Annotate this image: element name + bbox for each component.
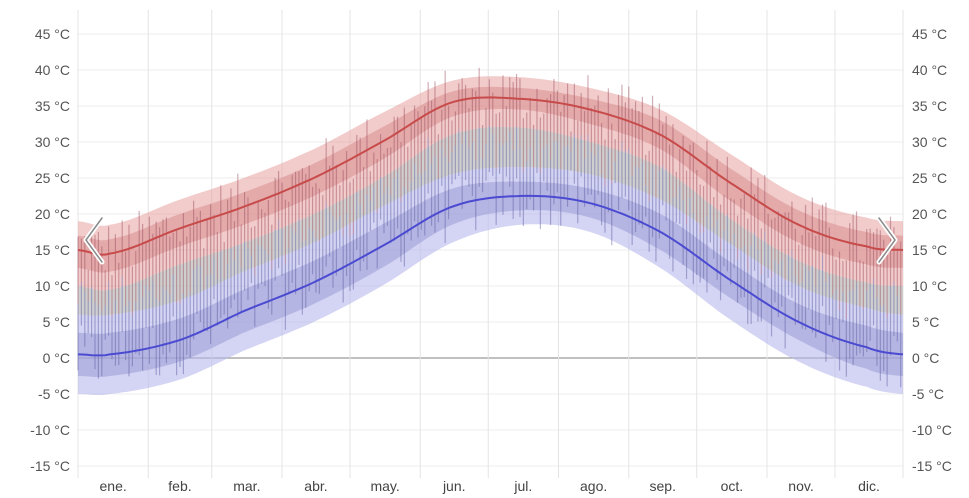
- month-label: may.: [370, 478, 399, 494]
- month-label: ago.: [580, 478, 607, 494]
- y-tick-label-left: 10 °C: [35, 278, 70, 294]
- y-tick-label-right: 35 °C: [912, 98, 947, 114]
- y-tick-label-right: 30 °C: [912, 134, 947, 150]
- high-inner-band: [78, 86, 903, 273]
- prev-button[interactable]: [83, 215, 105, 265]
- y-tick-label-right: 45 °C: [912, 26, 947, 42]
- average-high-line: [77, 96, 904, 256]
- y-tick-label-left: -15 °C: [30, 458, 70, 474]
- y-tick-label-right: 25 °C: [912, 170, 947, 186]
- chevron-right-outline: [878, 217, 896, 263]
- y-tick-label-right: -5 °C: [912, 386, 944, 402]
- y-tick-label-left: 35 °C: [35, 98, 70, 114]
- chart-navigation: [83, 215, 898, 265]
- low-outer-band: [78, 167, 903, 395]
- daily-observations: [77, 67, 902, 388]
- y-axis-right: -15 °C -10 °C -5 °C 0 °C 5 °C 10 °C 15 °C 20 °C…: [912, 26, 952, 474]
- month-label: nov.: [788, 478, 813, 494]
- month-label: abr.: [304, 478, 327, 494]
- y-tick-label-left: 5 °C: [43, 314, 70, 330]
- middle-band: [78, 127, 903, 316]
- temperature-bands: [78, 76, 903, 395]
- next-button[interactable]: [876, 215, 898, 265]
- y-tick-label-right: 0 °C: [912, 350, 939, 366]
- month-label: sep.: [650, 478, 676, 494]
- y-tick-label-left: 20 °C: [35, 206, 70, 222]
- y-tick-label-right: -10 °C: [912, 422, 952, 438]
- y-tick-label-right: 15 °C: [912, 242, 947, 258]
- y-tick-label-left: 40 °C: [35, 62, 70, 78]
- y-tick-label-left: 15 °C: [35, 242, 70, 258]
- y-axis-left: -15 °C -10 °C -5 °C 0 °C 5 °C 10 °C 15 °C 20 °C…: [30, 26, 70, 474]
- month-label: feb.: [168, 478, 191, 494]
- y-tick-label-right: 5 °C: [912, 314, 939, 330]
- month-label: jul.: [513, 478, 532, 494]
- low-inner-band: [78, 181, 903, 377]
- series-lines: [77, 96, 904, 357]
- y-tick-label-left: -5 °C: [38, 386, 70, 402]
- y-tick-label-left: 45 °C: [35, 26, 70, 42]
- y-tick-label-right: 20 °C: [912, 206, 947, 222]
- y-tick-label-left: 30 °C: [35, 134, 70, 150]
- y-tick-label-right: 40 °C: [912, 62, 947, 78]
- y-tick-label-left: 25 °C: [35, 170, 70, 186]
- average-low-line: [77, 194, 904, 357]
- month-label: mar.: [233, 478, 260, 494]
- month-label: dic.: [858, 478, 880, 494]
- y-tick-label-left: -10 °C: [30, 422, 70, 438]
- chevron-left-outline: [85, 217, 103, 263]
- month-label: jun.: [442, 478, 466, 494]
- y-tick-label-left: 0 °C: [43, 350, 70, 366]
- month-label: ene.: [100, 478, 127, 494]
- month-label: oct.: [721, 478, 744, 494]
- y-tick-label-right: 10 °C: [912, 278, 947, 294]
- y-tick-label-right: -15 °C: [912, 458, 952, 474]
- x-axis: ene. feb. mar. abr. may. jun. jul. ago. sep. oct.…: [100, 478, 880, 494]
